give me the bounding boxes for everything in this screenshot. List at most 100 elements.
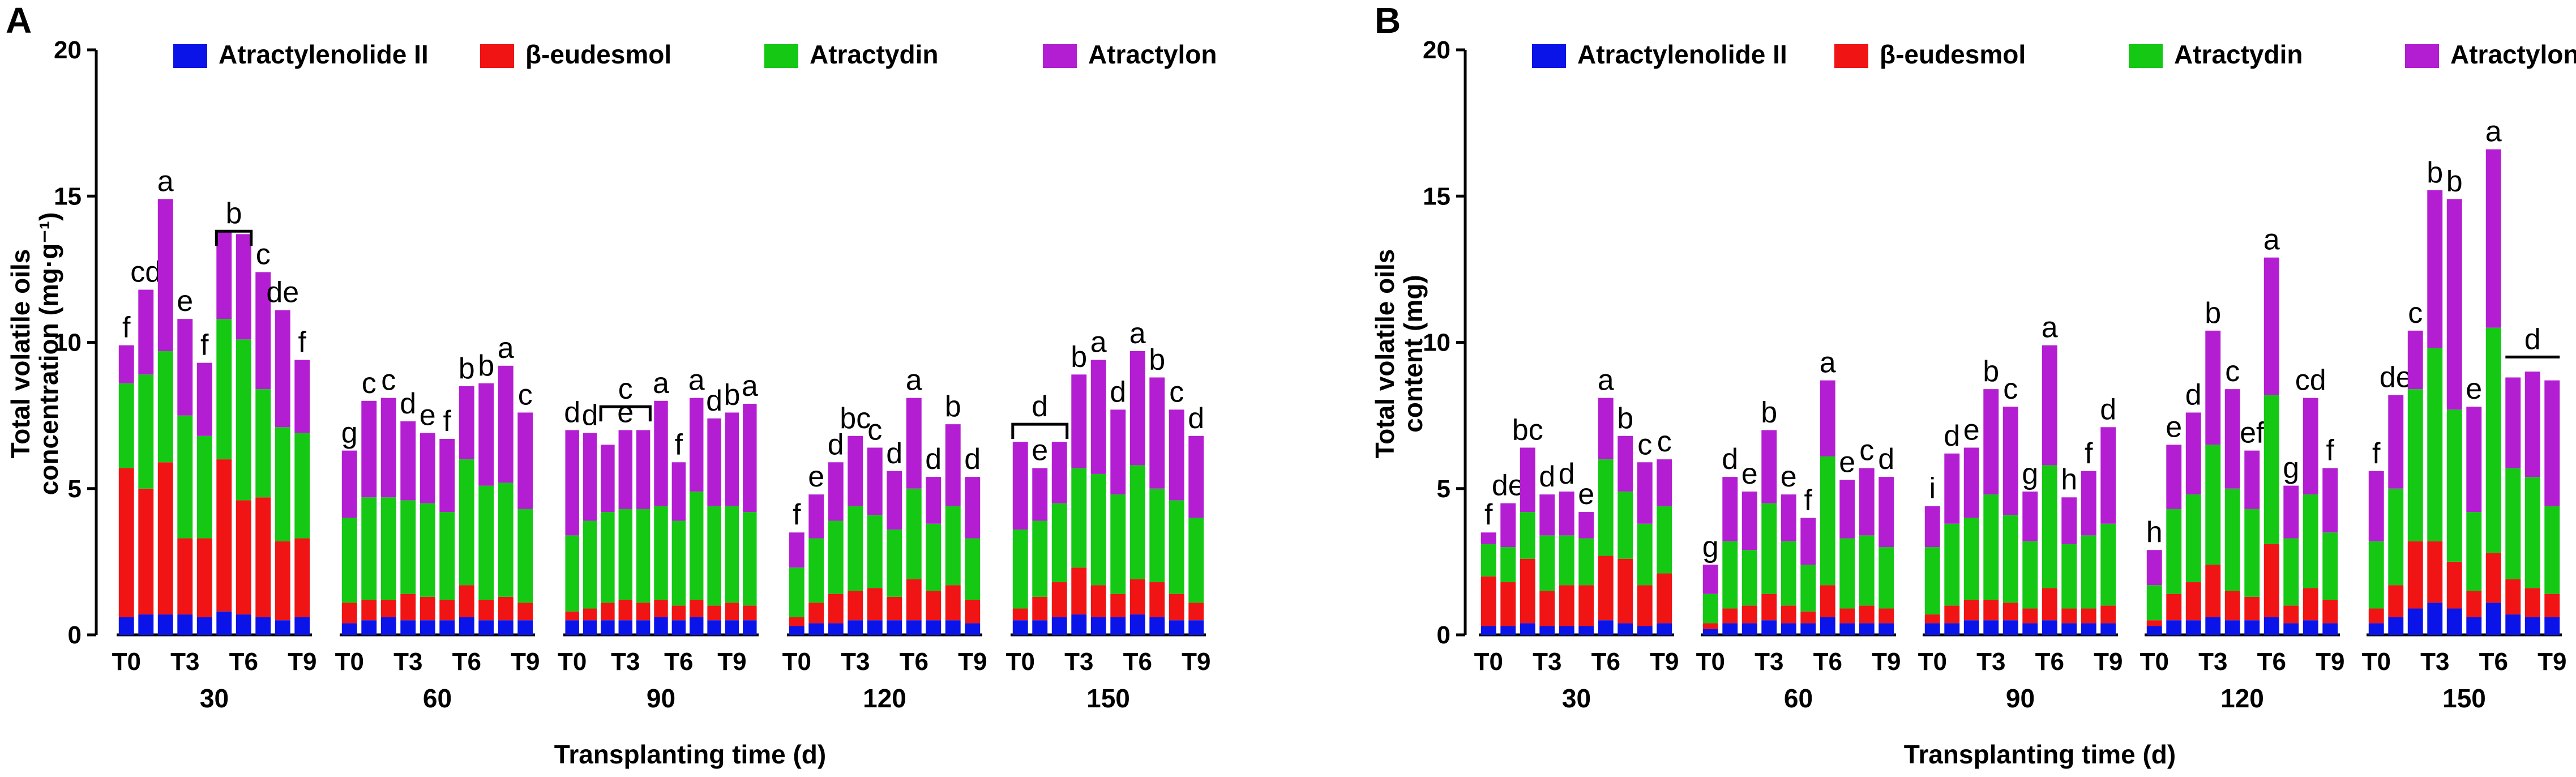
y-axis-title: Total volatile oils xyxy=(6,249,35,459)
bar-segment-atractylenolide-ii xyxy=(1761,620,1777,635)
bar-segment-atractylenolide-ii xyxy=(400,620,416,635)
significance-letter: a xyxy=(2263,224,2280,257)
bar-segment--eudesmol xyxy=(671,605,686,621)
x-tick-label: T0 xyxy=(2140,648,2169,676)
bar-segment-atractylenolide-ii xyxy=(255,617,271,635)
bar-segment-atractydin xyxy=(1480,544,1496,577)
x-tick-label: T3 xyxy=(393,648,422,676)
bar-segment-atractylon xyxy=(478,383,494,486)
legend-label: Atractylenolide II xyxy=(1577,40,1787,69)
group-label: 150 xyxy=(1086,684,1130,713)
y-tick-label: 0 xyxy=(1437,621,1450,649)
significance-letter: d xyxy=(400,387,416,420)
x-tick-label: T0 xyxy=(782,648,811,676)
significance-letter: b xyxy=(1149,343,1165,376)
bar-segment-atractylon xyxy=(157,199,173,351)
bar-segment--eudesmol xyxy=(439,600,455,621)
bar-segment-atractylenolide-ii xyxy=(1032,620,1048,635)
bar-segment-atractydin xyxy=(2146,585,2162,621)
significance-letter: e xyxy=(177,285,193,318)
x-axis-title: Transplanting time (d) xyxy=(554,740,826,769)
significance-letter: b xyxy=(226,197,242,230)
bar-segment--eudesmol xyxy=(2185,582,2201,621)
bar-segment-atractydin xyxy=(1637,523,1653,586)
bar-segment-atractylenolide-ii xyxy=(1983,620,1999,635)
significance-letter: f xyxy=(200,329,209,362)
significance-letter: d xyxy=(582,399,598,432)
bar-segment--eudesmol xyxy=(1500,582,1516,626)
significance-letter: c xyxy=(381,364,396,397)
bar-segment-atractydin xyxy=(2407,389,2423,541)
bar-segment-atractylenolide-ii xyxy=(1012,620,1028,635)
significance-letter: b xyxy=(2427,156,2443,189)
bar-segment--eudesmol xyxy=(361,600,377,621)
bar-segment-atractylenolide-ii xyxy=(2100,623,2116,635)
bar-segment--eudesmol xyxy=(2322,600,2338,624)
bar-segment--eudesmol xyxy=(1800,611,1816,624)
significance-letter: e xyxy=(1578,478,1594,511)
bar-segment-atractylon xyxy=(2368,471,2384,541)
bar-segment-atractydin xyxy=(196,436,212,539)
legend-swatch xyxy=(1043,44,1077,68)
bar-segment-atractylenolide-ii xyxy=(2185,620,2201,635)
bar-segment-atractylenolide-ii xyxy=(2061,623,2077,635)
bar-segment-atractylenolide-ii xyxy=(2166,620,2182,635)
bar-segment-atractylon xyxy=(2283,485,2299,539)
significance-letter: d xyxy=(2185,378,2202,411)
bar-segment-atractylon xyxy=(828,462,844,521)
bar-segment-atractydin xyxy=(2505,468,2521,579)
bar-segment-atractylenolide-ii xyxy=(1637,626,1653,635)
significance-letter: a xyxy=(498,332,514,365)
bar-segment-atractydin xyxy=(1878,547,1894,609)
bar-segment-atractylenolide-ii xyxy=(565,620,579,635)
significance-letter: e xyxy=(2166,411,2182,443)
significance-letter: e xyxy=(1839,446,1855,479)
significance-letter: bc xyxy=(1512,413,1543,446)
bar-segment--eudesmol xyxy=(138,488,154,614)
x-tick-label: T0 xyxy=(1696,648,1725,676)
x-tick-label: T0 xyxy=(112,648,141,676)
bar-segment--eudesmol xyxy=(2466,591,2482,618)
x-tick-label: T6 xyxy=(900,648,928,676)
significance-letter: d xyxy=(1559,458,1575,490)
significance-letter: g xyxy=(1702,531,1719,563)
bar-segment-atractydin xyxy=(887,530,902,597)
bar-segment-atractylon xyxy=(255,272,271,390)
bar-segment--eudesmol xyxy=(1520,558,1535,624)
bar-segment-atractydin xyxy=(2244,509,2260,597)
bar-segment-atractylenolide-ii xyxy=(1520,623,1535,635)
bar-segment-atractylon xyxy=(2322,468,2338,533)
bar-segment-atractylon xyxy=(400,421,416,501)
bar-segment--eudesmol xyxy=(707,605,721,621)
bar-segment-atractydin xyxy=(1071,468,1087,568)
bar-segment-atractylenolide-ii xyxy=(216,611,232,635)
bar-segment-atractylenolide-ii xyxy=(828,623,844,635)
bar-segment-atractylenolide-ii xyxy=(965,623,981,635)
bar-segment-atractydin xyxy=(654,506,668,600)
group-label: 60 xyxy=(423,684,452,713)
bar-segment--eudesmol xyxy=(743,605,757,621)
bar-segment-atractylon xyxy=(654,400,668,506)
bar-segment-atractylenolide-ii xyxy=(420,620,435,635)
bar-segment-atractylenolide-ii xyxy=(2368,623,2384,635)
significance-letter: d xyxy=(706,385,722,417)
bar-segment--eudesmol xyxy=(1781,605,1796,624)
bar-segment-atractylon xyxy=(118,345,134,383)
bar-segment-atractylon xyxy=(1539,494,1555,536)
bar-segment-atractylon xyxy=(1188,436,1204,518)
x-tick-label: T3 xyxy=(1755,648,1783,676)
legend-label: Atractylenolide II xyxy=(219,40,429,69)
significance-bracket xyxy=(1011,422,1069,439)
bar-segment-atractylon xyxy=(1761,430,1777,503)
significance-letter: de xyxy=(2380,361,2412,394)
bar-segment--eudesmol xyxy=(1618,558,1633,624)
x-tick-label: T6 xyxy=(1123,648,1152,676)
bar-segment--eudesmol xyxy=(236,500,251,614)
bar-segment-atractydin xyxy=(1051,503,1067,583)
bar-segment-atractylon xyxy=(2244,450,2260,509)
bar-segment-atractydin xyxy=(157,351,173,463)
significance-letter: a xyxy=(1090,326,1107,358)
significance-letter: c xyxy=(1657,425,1672,458)
bar-segment-atractylon xyxy=(2427,190,2443,348)
x-tick-label: T9 xyxy=(2538,648,2566,676)
